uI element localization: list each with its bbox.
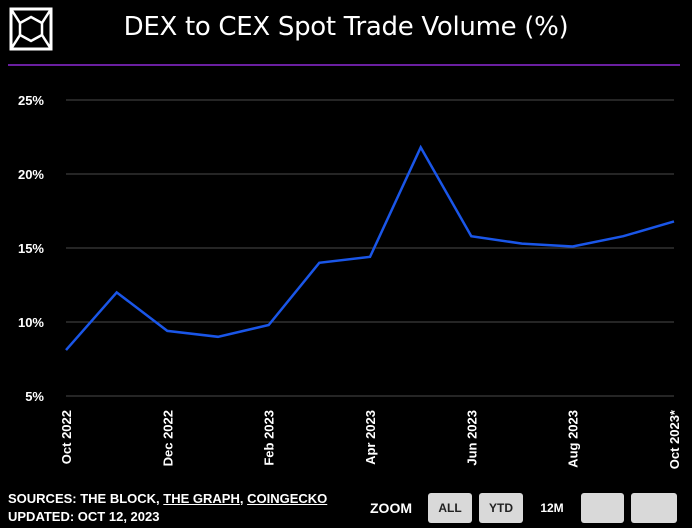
y-tick-label: 20% bbox=[18, 167, 44, 182]
x-tick-label: Apr 2023 bbox=[363, 410, 378, 465]
y-tick-label: 10% bbox=[18, 315, 44, 330]
x-tick-label: Aug 2023 bbox=[566, 410, 581, 468]
updated-date: UPDATED: OCT 12, 2023 bbox=[8, 509, 160, 524]
sources-line: SOURCES: THE BLOCK, THE GRAPH, COINGECKO bbox=[8, 490, 327, 508]
zoom-12m-button[interactable]: 12M bbox=[530, 493, 574, 523]
source-link-coingecko[interactable]: COINGECKO bbox=[247, 491, 328, 506]
x-tick-label: Jun 2023 bbox=[464, 410, 479, 466]
x-tick-label: Oct 2023* bbox=[667, 409, 682, 469]
x-tick-label: Feb 2023 bbox=[262, 410, 277, 466]
zoom-blank-button-1[interactable] bbox=[581, 493, 624, 523]
zoom-label: ZOOM bbox=[370, 500, 412, 516]
chart-title: DEX to CEX Spot Trade Volume (%) bbox=[123, 12, 569, 42]
x-tick-label: Dec 2022 bbox=[160, 410, 175, 466]
sources-separator: , bbox=[239, 491, 248, 506]
sources-prefix: SOURCES: THE BLOCK, bbox=[8, 491, 164, 506]
series-line bbox=[65, 144, 675, 351]
line-chart: 5% 10% 15% 20% 25% Oct 2022 Dec 2022 Feb 2023 Ap… bbox=[18, 93, 682, 469]
x-tick-label: Oct 2022 bbox=[59, 410, 74, 464]
y-tick-label: 25% bbox=[18, 93, 44, 108]
source-link-the-graph[interactable]: THE GRAPH bbox=[163, 491, 240, 506]
zoom-blank-button-2[interactable] bbox=[631, 493, 677, 523]
y-tick-label: 5% bbox=[25, 389, 44, 404]
zoom-all-button[interactable]: ALL bbox=[428, 493, 472, 523]
logo-cube-icon bbox=[9, 7, 53, 51]
sources-footer: SOURCES: THE BLOCK, THE GRAPH, COINGECKO… bbox=[8, 490, 327, 526]
y-tick-label: 15% bbox=[18, 241, 44, 256]
header-divider bbox=[8, 64, 680, 66]
zoom-ytd-button[interactable]: YTD bbox=[479, 493, 523, 523]
